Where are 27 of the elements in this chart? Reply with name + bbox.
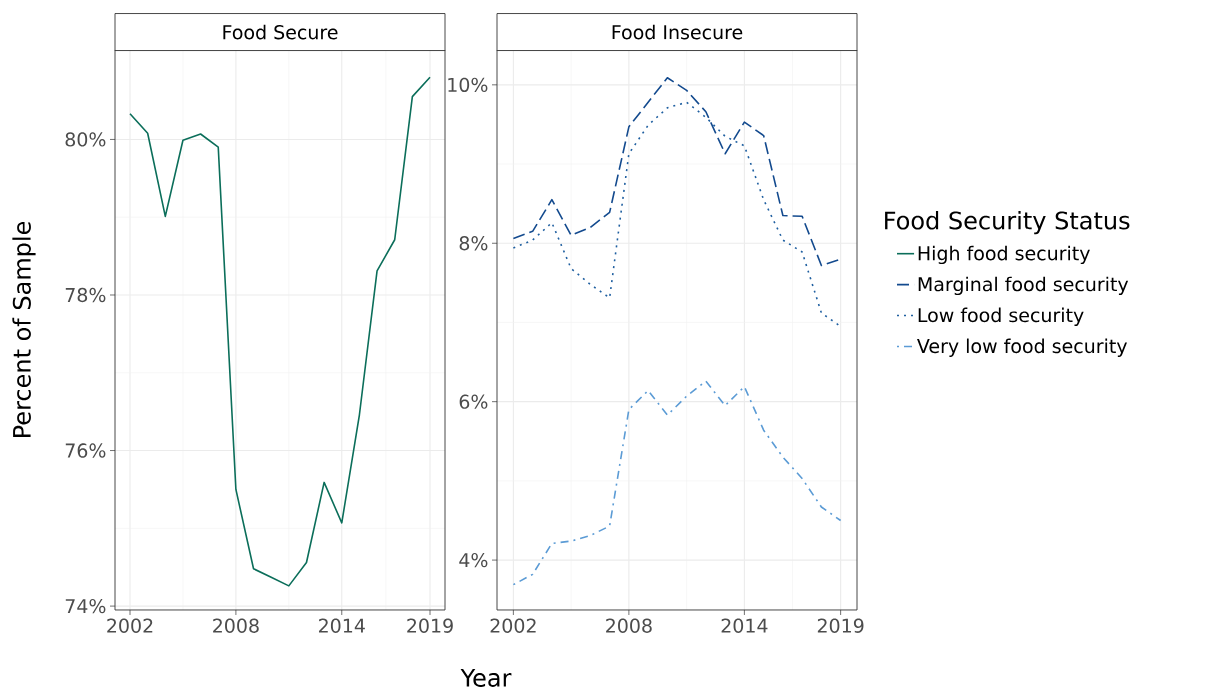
x-tick-label: 2008: [606, 618, 652, 633]
chart-title: Food Secure: [223, 24, 338, 40]
y-tick-label: 8%: [459, 236, 488, 251]
chart-title: Food Insecure: [612, 24, 743, 40]
y-tick-label: 4%: [459, 552, 488, 568]
y-tick-label: 10%: [448, 77, 488, 93]
y-tick-label: 6%: [459, 394, 488, 409]
line-series: [129, 76, 431, 587]
text: High food security: [918, 245, 1090, 265]
x-tick-label: 2002: [107, 618, 153, 633]
y-tick-label: 78%: [65, 287, 106, 303]
x-tick-label: 2014: [318, 618, 365, 633]
x-tick-label: 2014: [721, 618, 768, 633]
x-tick-label: 2019: [817, 618, 864, 633]
x-tick-label: 2002: [490, 618, 536, 633]
y-tick-label: 74%: [65, 598, 106, 614]
y-tick-label: 80%: [65, 132, 106, 147]
legend-label: Very low food security: [917, 338, 1127, 357]
x-tick-label: 2008: [213, 618, 259, 633]
y-tick-label: 76%: [65, 443, 106, 458]
legend-label: Low food security: [918, 307, 1084, 326]
line-series: [512, 380, 842, 586]
y-axis-title: Percent of Sample: [12, 221, 36, 437]
x-tick-label: 2019: [407, 618, 453, 633]
legend-label: Marginal food security: [918, 276, 1129, 296]
x-axis-title: Year: [460, 669, 512, 687]
legend-title: Food Security Status: [885, 211, 1130, 235]
